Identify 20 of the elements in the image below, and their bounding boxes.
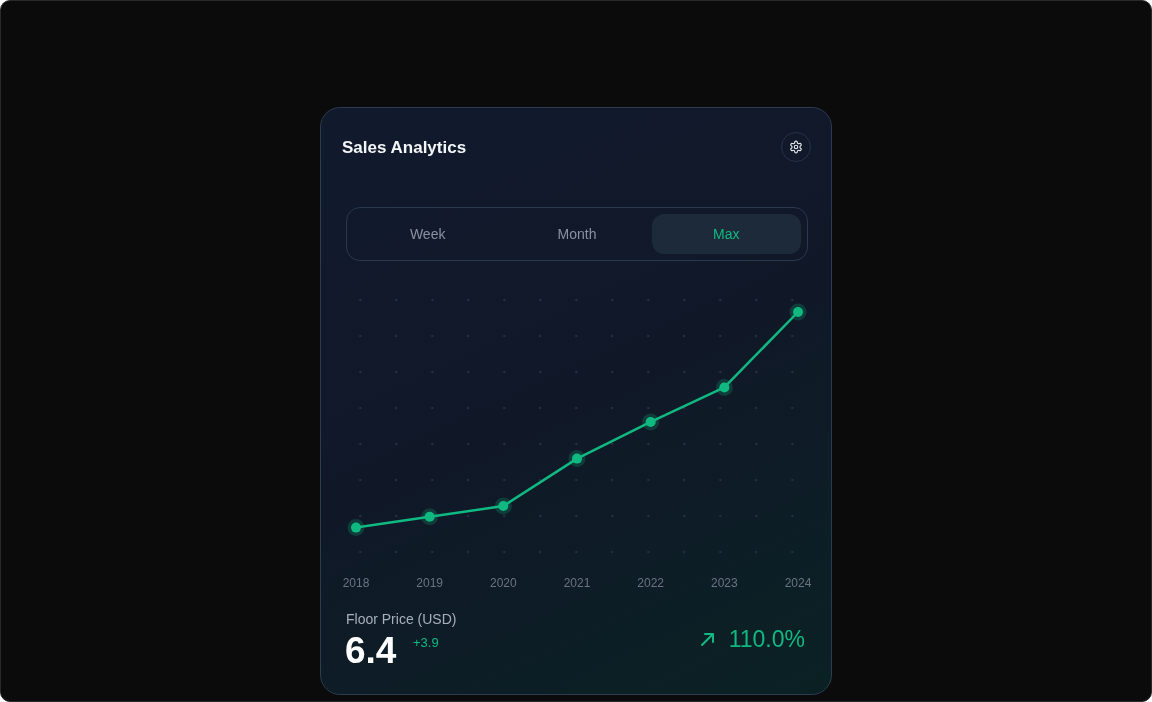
text: +3.9 xyxy=(413,635,439,650)
text: Floor Price (USD) xyxy=(346,611,457,627)
point xyxy=(789,303,807,321)
point xyxy=(347,519,365,537)
x-tick-label: 2019 xyxy=(416,576,444,591)
x-tick-label: 2022 xyxy=(637,576,665,591)
point xyxy=(715,378,733,396)
point xyxy=(494,497,512,515)
point xyxy=(421,508,439,526)
point xyxy=(568,450,586,468)
point xyxy=(642,413,660,431)
text: 6.4 xyxy=(345,630,397,671)
x-tick-label: 2020 xyxy=(489,576,517,591)
x-tick-label: 2018 xyxy=(342,576,370,591)
segmented-control: Week Month Max xyxy=(346,207,808,261)
x-tick-label: 2021 xyxy=(563,576,591,591)
x-tick-label: 2024 xyxy=(784,576,812,591)
chart-title: Sales Analytics xyxy=(342,138,467,157)
x-tick-label: 2023 xyxy=(710,576,738,591)
text: 110.0% xyxy=(728,626,805,652)
